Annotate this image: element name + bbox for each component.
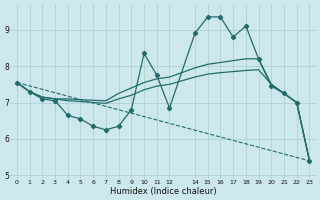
- X-axis label: Humidex (Indice chaleur): Humidex (Indice chaleur): [110, 187, 216, 196]
